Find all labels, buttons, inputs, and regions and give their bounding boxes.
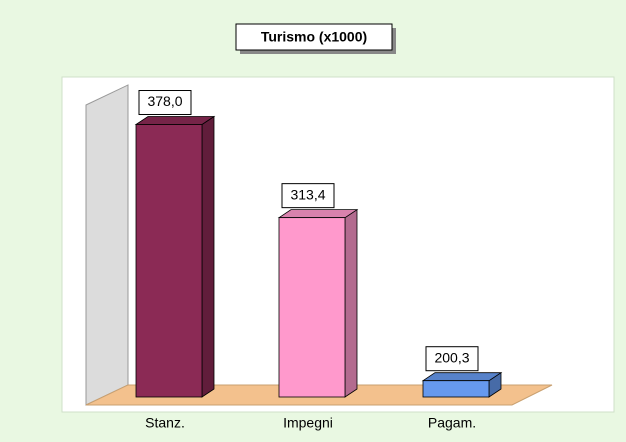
x-tick-label: Stanz. — [145, 415, 185, 431]
bar-side — [344, 208, 358, 398]
value-label-box — [425, 346, 479, 372]
value-label: 200,3 — [434, 349, 469, 365]
title-box — [235, 23, 393, 51]
bar-top — [421, 372, 503, 382]
bar — [278, 217, 346, 398]
bar-top — [277, 209, 359, 219]
value-label-box — [281, 183, 335, 209]
bar-top — [134, 116, 216, 125]
value-label: 313,4 — [290, 186, 325, 202]
chart-title: Turismo (x1000) — [261, 29, 367, 45]
x-tick-label: Impegni — [283, 415, 333, 431]
left-wall — [85, 84, 129, 406]
value-label: 378,0 — [147, 93, 182, 109]
x-tick-label: Pagam. — [428, 415, 476, 431]
bar — [422, 380, 490, 398]
value-label-box — [138, 90, 192, 116]
bar-side — [201, 115, 215, 398]
bar — [135, 124, 203, 398]
